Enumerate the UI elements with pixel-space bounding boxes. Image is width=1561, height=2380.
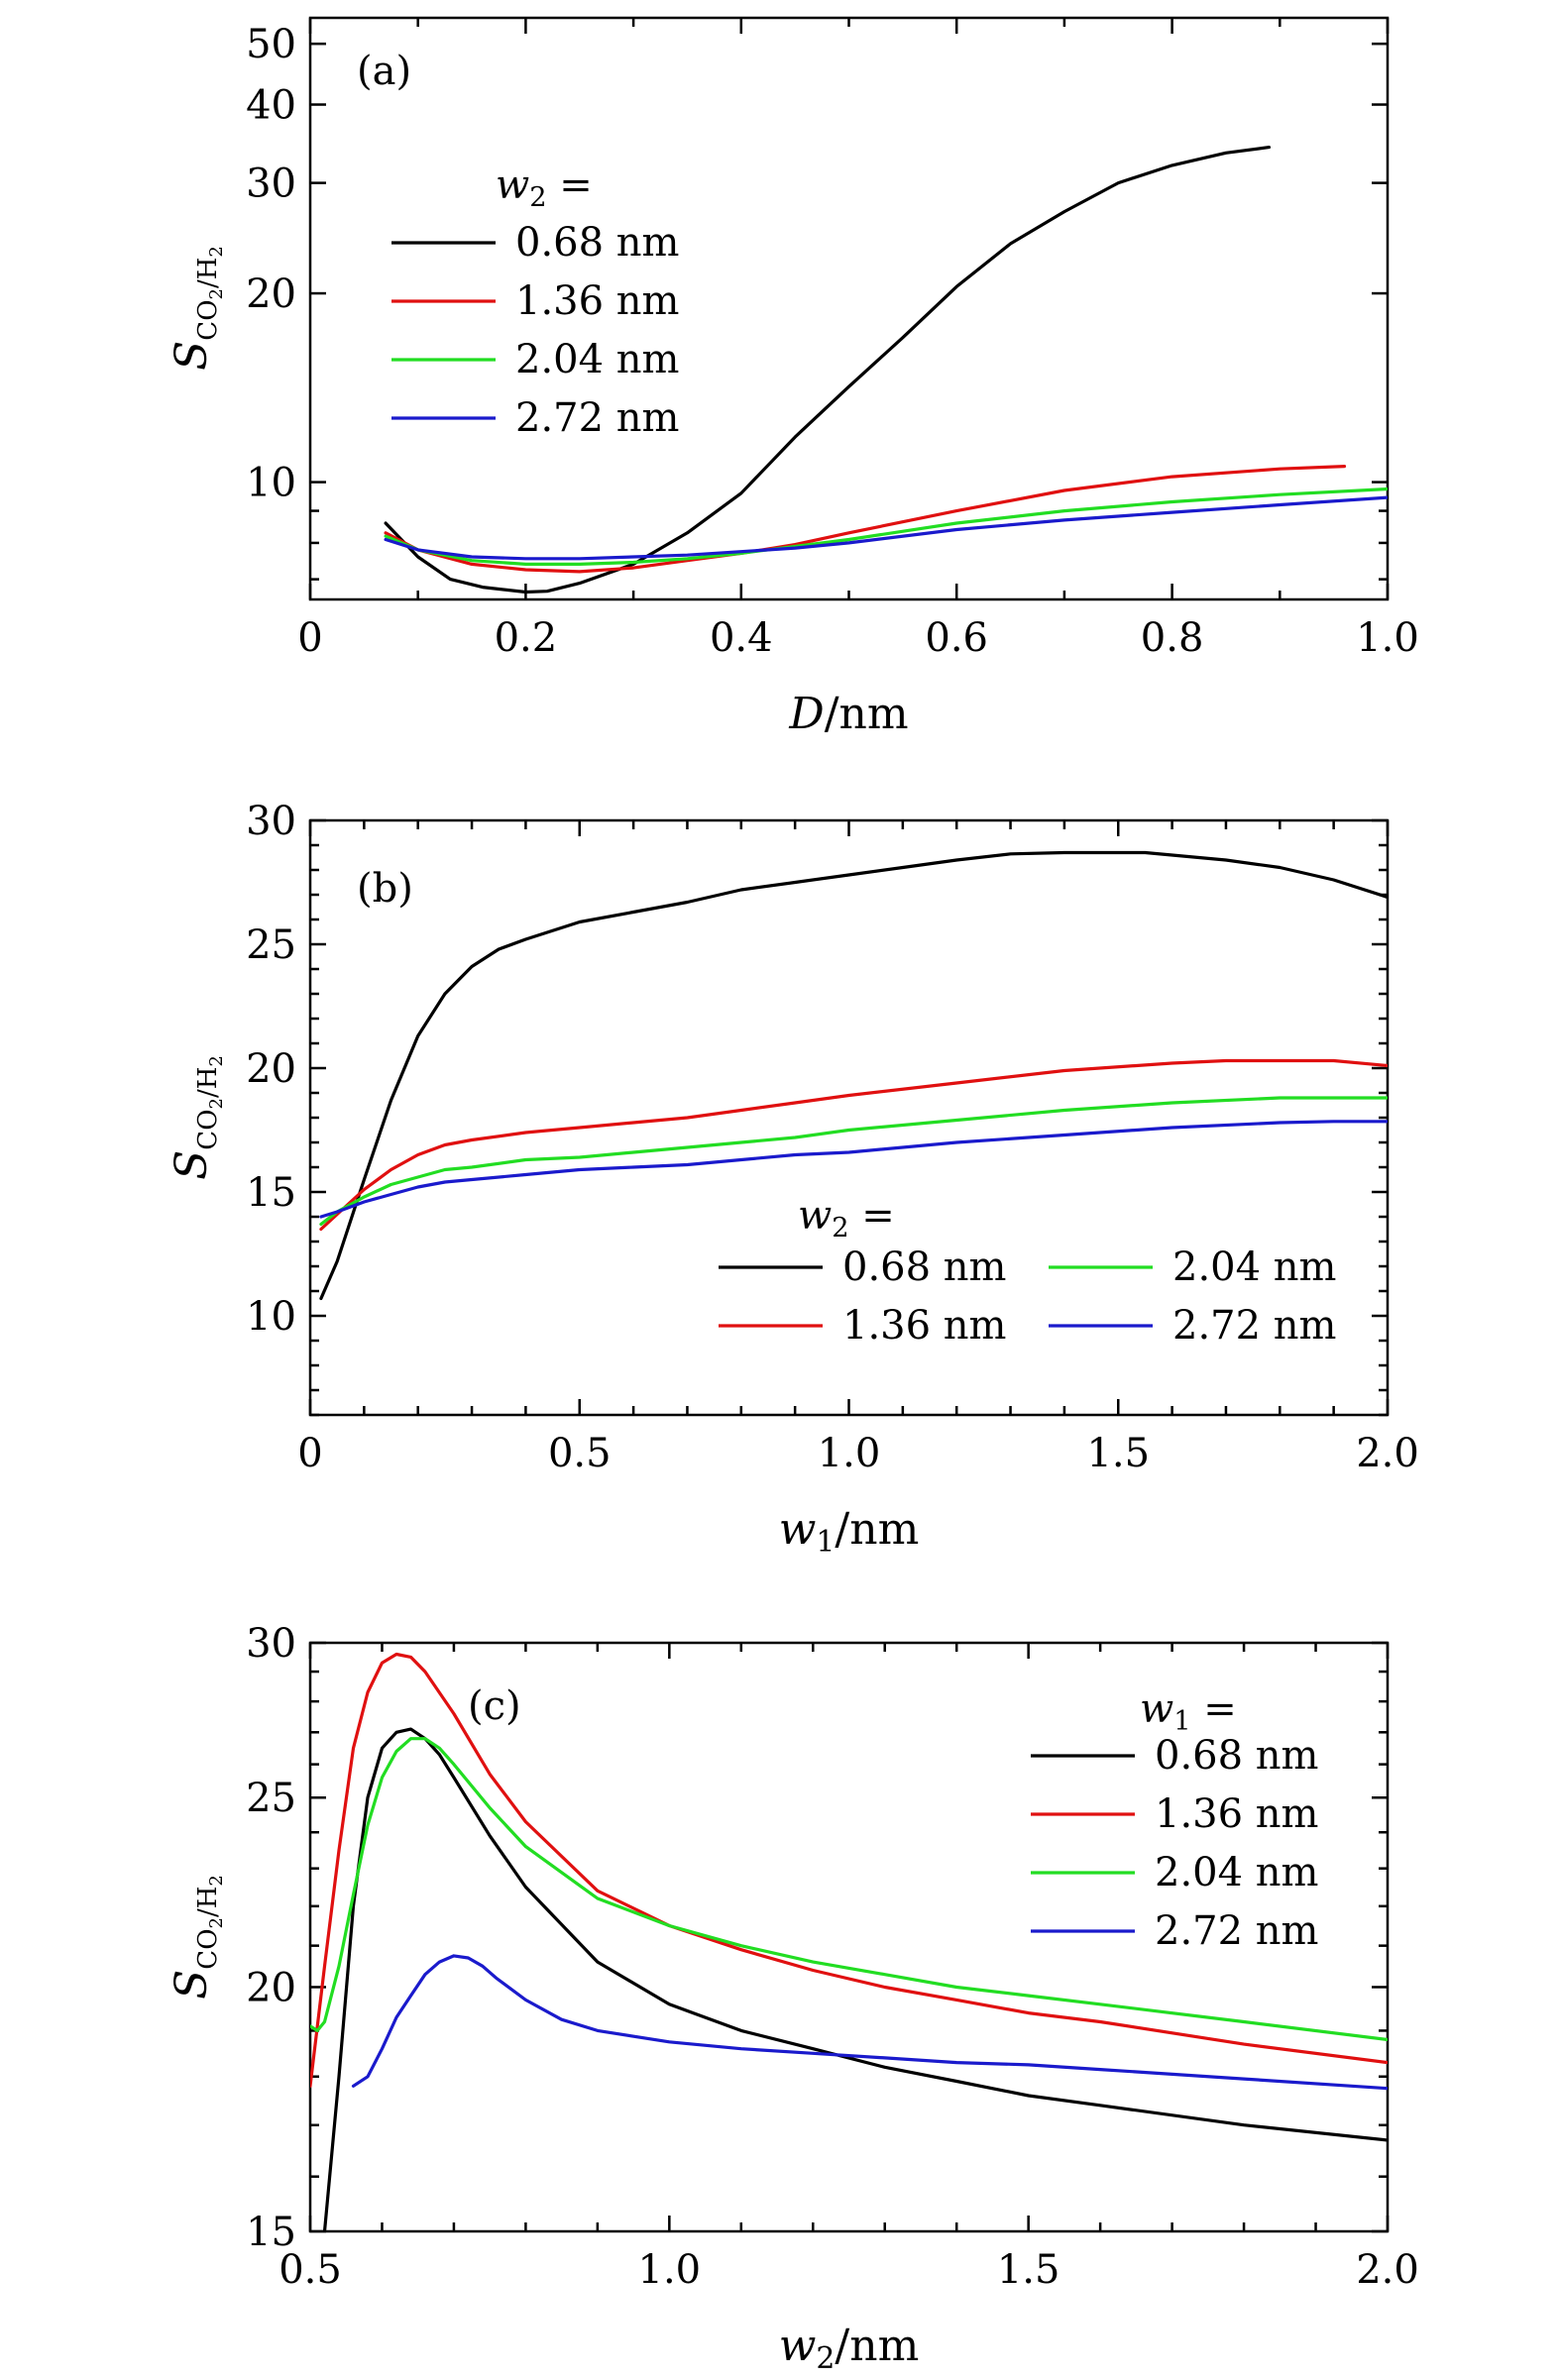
series-line-0 bbox=[319, 850, 1388, 1301]
series-line-3 bbox=[384, 495, 1388, 561]
series-line-3 bbox=[351, 1954, 1388, 2091]
y-tick-label: 50 bbox=[246, 22, 296, 67]
panel-label: (a) bbox=[357, 49, 411, 94]
x-tick-label: 1.0 bbox=[1356, 615, 1419, 661]
y-tick-label: 20 bbox=[246, 1965, 296, 2010]
y-axis-title: SCO2/H2 bbox=[167, 1875, 227, 2000]
series-line-1 bbox=[319, 1058, 1388, 1232]
y-tick-label: 30 bbox=[246, 1621, 296, 1667]
y-tick-label: 25 bbox=[246, 1776, 296, 1821]
legend-entry: 2.72 nm bbox=[515, 395, 679, 441]
y-tick-label: 15 bbox=[246, 2210, 296, 2255]
series-group bbox=[384, 146, 1388, 595]
legend-entry: 2.72 nm bbox=[1155, 1908, 1318, 1954]
legend-entry: 2.72 nm bbox=[1172, 1303, 1336, 1349]
y-tick-label: 10 bbox=[246, 461, 296, 506]
x-axis-title: w2/nm bbox=[779, 2321, 920, 2376]
x-axis-title: D/nm bbox=[788, 689, 908, 739]
legend-entry: 2.04 nm bbox=[1172, 1244, 1336, 1290]
legend-entry: 1.36 nm bbox=[515, 278, 679, 324]
series-group bbox=[319, 850, 1388, 1301]
series-line-2 bbox=[384, 487, 1388, 567]
series-group bbox=[310, 1652, 1388, 2231]
legend-title: w1 = bbox=[1140, 1686, 1237, 1737]
legend-entry: 1.36 nm bbox=[1155, 1791, 1318, 1837]
panel-label: (b) bbox=[357, 866, 413, 912]
x-tick-label: 1.5 bbox=[1086, 1431, 1150, 1476]
y-tick-label: 20 bbox=[246, 271, 296, 317]
x-tick-label: 2.0 bbox=[1356, 1431, 1419, 1476]
x-tick-label: 0.4 bbox=[710, 615, 773, 661]
legend-entry: 1.36 nm bbox=[842, 1303, 1006, 1349]
y-tick-label: 20 bbox=[246, 1046, 296, 1092]
chart-panel-2: 0.5 1.0 1.5 2.0 15 20 25 30 w2/nm SCO2/H2 (c) w1 =0… bbox=[167, 1621, 1419, 2376]
x-tick-label: 0.5 bbox=[548, 1431, 612, 1476]
x-tick-label: 0 bbox=[297, 1431, 322, 1476]
x-tick-label: 0.6 bbox=[925, 615, 988, 661]
series-line-2 bbox=[319, 1096, 1388, 1227]
x-tick-label: 0.5 bbox=[279, 2247, 342, 2293]
legend: w1 =0.68 nm 1.36 nm 2.04 nm 2.72 nm bbox=[1031, 1686, 1318, 1954]
legend: w2 =0.68 nm 1.36 nm 2.04 nm 2.72 nm bbox=[719, 1193, 1336, 1349]
x-axis-title: w1/nm bbox=[779, 1504, 920, 1560]
series-line-1 bbox=[384, 465, 1347, 574]
y-tick-label: 30 bbox=[246, 799, 296, 844]
y-tick-label: 40 bbox=[246, 83, 296, 129]
x-tick-label: 2.0 bbox=[1356, 2247, 1419, 2293]
legend-entry: 2.04 nm bbox=[515, 337, 679, 382]
chart-panel-0: 0 0.2 0.4 0.6 0.8 1.0 10 20 30 40 50 D/nm SCO2/H2 (a)… bbox=[167, 16, 1419, 739]
chart-panel-1: 0 0.5 1.0 1.5 2.0 10 15 20 25 30 w1/nm SCO2/H2 (b) w2… bbox=[167, 799, 1419, 1560]
legend-entry: 0.68 nm bbox=[842, 1244, 1006, 1290]
y-axis-title: SCO2/H2 bbox=[167, 1055, 227, 1180]
y-tick-label: 10 bbox=[246, 1294, 296, 1340]
y-tick-label: 25 bbox=[246, 922, 296, 968]
y-axis-title: SCO2/H2 bbox=[167, 246, 227, 371]
plot-frame bbox=[308, 1641, 1390, 2233]
x-tick-label: 1.0 bbox=[818, 1431, 881, 1476]
y-tick-label: 30 bbox=[246, 162, 296, 207]
legend-entry: 2.04 nm bbox=[1155, 1850, 1318, 1895]
series-line-2 bbox=[310, 1737, 1388, 2042]
x-tick-label: 1.5 bbox=[997, 2247, 1060, 2293]
series-line-0 bbox=[322, 1727, 1388, 2231]
legend: w2 = 0.68 nm 1.36 nm 2.04 nm 2.72 nm bbox=[391, 162, 679, 441]
x-tick-label: 1.0 bbox=[638, 2247, 702, 2293]
series-line-0 bbox=[384, 146, 1272, 595]
legend-title: w2 = bbox=[798, 1193, 895, 1244]
plot-frame bbox=[308, 16, 1390, 601]
legend-entry: 0.68 nm bbox=[515, 220, 679, 266]
x-tick-label: 0.2 bbox=[495, 615, 558, 661]
x-tick-label: 0 bbox=[297, 615, 322, 661]
panel-label: (c) bbox=[468, 1683, 521, 1729]
x-tick-label: 0.8 bbox=[1141, 615, 1204, 661]
legend-entry: 0.68 nm bbox=[1155, 1733, 1318, 1779]
legend-title: w2 = bbox=[496, 162, 593, 213]
y-tick-label: 15 bbox=[246, 1170, 296, 1216]
series-line-1 bbox=[310, 1652, 1388, 2088]
series-line-3 bbox=[319, 1120, 1388, 1219]
